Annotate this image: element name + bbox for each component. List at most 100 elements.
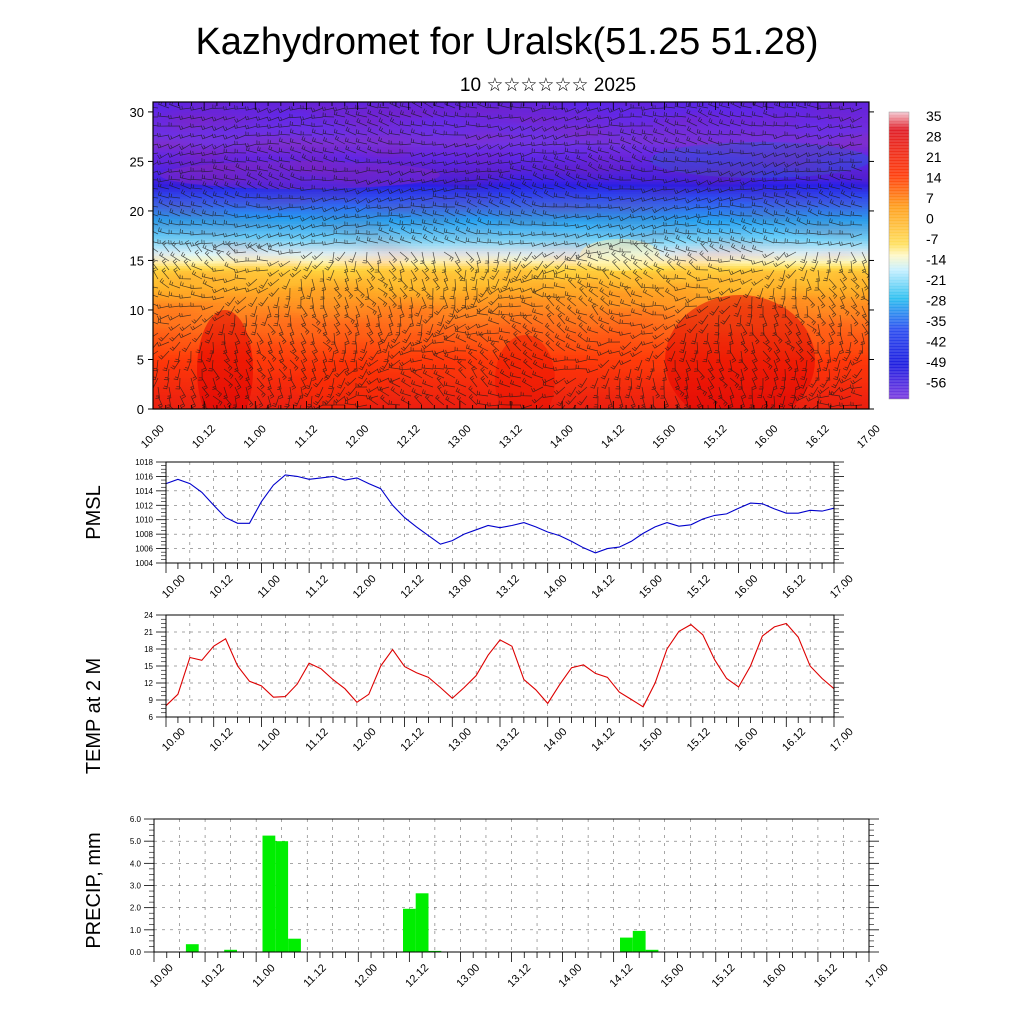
wind-barb (644, 250, 654, 262)
wind-barb (368, 395, 379, 406)
wind-barb (674, 219, 687, 226)
wind-barb (278, 212, 291, 218)
wind-barb (288, 224, 302, 230)
wind-barb (360, 341, 368, 354)
wind-barb (500, 313, 511, 325)
wind-barb (156, 314, 170, 320)
wind-barb (366, 323, 374, 336)
wind-barb (784, 176, 797, 181)
wind-barb (464, 142, 478, 148)
wind-barb (825, 368, 831, 381)
wind-barb (421, 269, 430, 282)
wind-barb (641, 404, 648, 409)
wind-barb (267, 332, 273, 346)
x-tick-label: 15.00 (637, 573, 665, 601)
wind-barb (267, 245, 280, 253)
wind-barb (190, 395, 196, 409)
wind-barb (471, 278, 478, 291)
wind-barb (554, 154, 566, 163)
wind-barb (739, 161, 753, 167)
wind-barb (283, 296, 291, 309)
wind-barb (653, 136, 665, 145)
wind-barb (554, 181, 566, 190)
wind-barb (256, 332, 264, 345)
wind-barb (773, 113, 786, 118)
wind-barb (763, 109, 775, 118)
wind-barb (366, 269, 376, 281)
wind-barb (828, 323, 836, 336)
wind-barb (509, 312, 522, 317)
wind-barb (388, 251, 397, 264)
wind-barb (344, 137, 357, 145)
wind-barb (301, 153, 313, 163)
wind-barb (679, 350, 687, 363)
wind-barb (773, 341, 781, 354)
wind-barb (564, 377, 577, 385)
wind-barb (619, 238, 632, 244)
wind-barb (279, 172, 291, 181)
x-tick-label: 14.12 (608, 962, 636, 990)
wind-barb (546, 312, 555, 325)
wind-barb (322, 350, 328, 364)
wind-barb (366, 278, 374, 291)
wind-barb (861, 251, 868, 265)
wind-barb (300, 241, 313, 247)
wind-barb (674, 120, 687, 127)
wind-barb (244, 386, 250, 399)
wind-barb (234, 386, 241, 400)
wind-barb (696, 227, 709, 235)
wind-barb (256, 395, 264, 408)
wind-barb (225, 296, 236, 307)
wind-barb (303, 260, 313, 272)
wind-barb (487, 402, 500, 407)
wind-barb (201, 293, 214, 299)
wind-barb (531, 307, 544, 316)
wind-barb (542, 149, 555, 154)
x-tick-label: 17.00 (828, 726, 856, 754)
wind-barb (492, 348, 500, 361)
wind-barb (311, 184, 324, 190)
y-tick-label: 1016 (135, 472, 153, 481)
wind-barb (850, 116, 863, 123)
wind-barb (597, 124, 610, 129)
wind-barb (498, 132, 511, 138)
wind-barb (334, 135, 346, 145)
wind-barb (227, 323, 236, 335)
wind-barb (256, 377, 265, 390)
wind-barb (785, 216, 797, 226)
wind-barb (598, 359, 610, 369)
wind-barb (553, 366, 566, 371)
wind-barb (564, 240, 577, 245)
wind-barb (179, 220, 192, 226)
wind-barb (586, 249, 599, 255)
wind-barb (454, 131, 466, 136)
wind-barb (201, 143, 214, 150)
wind-barb (168, 219, 181, 226)
wind-barb (245, 257, 257, 262)
wind-barb (828, 390, 841, 397)
wind-barb (806, 238, 819, 244)
wind-barb (751, 177, 764, 183)
wind-barb (714, 314, 720, 327)
wind-barb (190, 219, 203, 226)
wind-barb (630, 206, 643, 213)
wind-barb (585, 368, 599, 374)
wind-barb (156, 143, 170, 149)
wind-barb (630, 350, 643, 358)
wind-barb (411, 208, 423, 217)
wind-barb (355, 223, 368, 228)
wind-barb (740, 323, 748, 336)
wind-barb (499, 369, 511, 379)
wind-barb (609, 163, 621, 172)
wind-barb (476, 192, 489, 199)
wind-barb (696, 102, 709, 109)
wind-barb (730, 235, 742, 244)
wind-barb (555, 295, 566, 307)
wind-barb (674, 404, 683, 409)
wind-barb (326, 386, 335, 398)
wind-barb (819, 377, 830, 388)
wind-barb (700, 240, 709, 253)
wind-barb (345, 126, 357, 136)
x-tick-label: 15.00 (650, 423, 678, 451)
wind-barb (717, 197, 731, 202)
